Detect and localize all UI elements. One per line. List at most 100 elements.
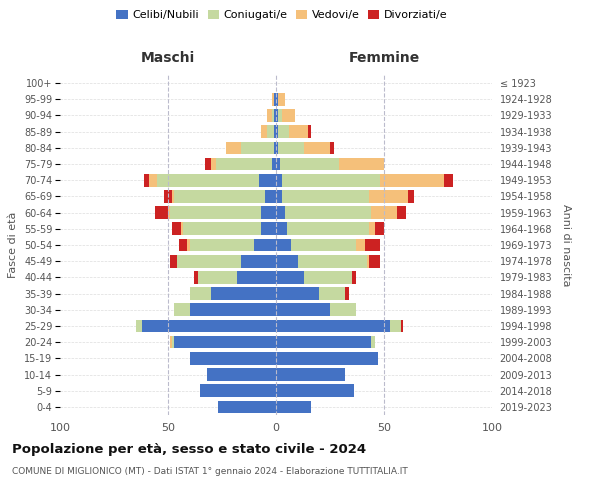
Bar [274, 142, 276, 154]
Text: Femmine: Femmine [349, 51, 419, 65]
Bar [397, 206, 406, 219]
Bar [181, 222, 183, 235]
Bar [408, 190, 414, 202]
Bar [276, 93, 278, 106]
Bar [276, 190, 283, 202]
Bar [319, 288, 345, 300]
Bar [276, 336, 371, 348]
Bar [170, 255, 176, 268]
Text: COMUNE DI MIGLIONICO (MT) - Dati ISTAT 1° gennaio 2024 - Elaborazione TUTTITALIA: COMUNE DI MIGLIONICO (MT) - Dati ISTAT 1… [12, 468, 408, 476]
Bar [369, 222, 376, 235]
Bar [254, 238, 276, 252]
Bar [376, 222, 384, 235]
Bar [274, 109, 276, 122]
Bar [268, 109, 272, 122]
Bar [278, 109, 283, 122]
Bar [176, 255, 241, 268]
Bar [276, 368, 345, 381]
Bar [276, 174, 283, 186]
Bar [276, 400, 311, 413]
Bar [276, 255, 298, 268]
Bar [149, 174, 157, 186]
Bar [276, 206, 284, 219]
Bar [241, 142, 274, 154]
Bar [172, 336, 175, 348]
Bar [172, 222, 181, 235]
Bar [330, 142, 334, 154]
Bar [175, 336, 276, 348]
Bar [276, 222, 287, 235]
Bar [198, 271, 237, 283]
Text: Maschi: Maschi [141, 51, 195, 65]
Bar [226, 142, 241, 154]
Bar [265, 190, 276, 202]
Bar [304, 142, 330, 154]
Bar [291, 238, 356, 252]
Bar [276, 126, 278, 138]
Bar [175, 304, 190, 316]
Bar [308, 126, 311, 138]
Bar [280, 158, 338, 170]
Y-axis label: Anni di nascita: Anni di nascita [561, 204, 571, 286]
Bar [272, 93, 274, 106]
Bar [278, 126, 289, 138]
Bar [276, 304, 330, 316]
Bar [287, 222, 369, 235]
Bar [298, 255, 367, 268]
Bar [276, 352, 377, 364]
Legend: Celibi/Nubili, Coniugati/e, Vedovi/e, Divorziati/e: Celibi/Nubili, Coniugati/e, Vedovi/e, Di… [112, 6, 452, 25]
Bar [170, 336, 172, 348]
Bar [284, 206, 371, 219]
Bar [183, 222, 261, 235]
Bar [157, 174, 259, 186]
Bar [272, 158, 276, 170]
Bar [190, 288, 211, 300]
Bar [283, 109, 295, 122]
Bar [278, 93, 284, 106]
Bar [371, 206, 397, 219]
Bar [272, 109, 274, 122]
Bar [205, 158, 211, 170]
Bar [215, 158, 272, 170]
Bar [175, 190, 265, 202]
Bar [283, 174, 380, 186]
Bar [268, 126, 274, 138]
Bar [276, 238, 291, 252]
Bar [261, 206, 276, 219]
Y-axis label: Fasce di età: Fasce di età [8, 212, 19, 278]
Bar [237, 271, 276, 283]
Bar [345, 288, 349, 300]
Bar [276, 288, 319, 300]
Bar [369, 190, 408, 202]
Bar [218, 400, 276, 413]
Bar [261, 222, 276, 235]
Bar [371, 336, 376, 348]
Bar [190, 238, 254, 252]
Bar [164, 190, 172, 202]
Bar [241, 255, 276, 268]
Bar [190, 352, 276, 364]
Bar [136, 320, 142, 332]
Bar [276, 271, 304, 283]
Bar [391, 320, 401, 332]
Bar [274, 93, 276, 106]
Bar [330, 304, 356, 316]
Bar [338, 158, 384, 170]
Bar [274, 126, 276, 138]
Bar [283, 190, 369, 202]
Bar [259, 174, 276, 186]
Bar [352, 271, 356, 283]
Bar [211, 158, 215, 170]
Bar [356, 238, 365, 252]
Bar [304, 271, 352, 283]
Bar [289, 126, 308, 138]
Text: Popolazione per età, sesso e stato civile - 2024: Popolazione per età, sesso e stato civil… [12, 442, 366, 456]
Bar [276, 142, 278, 154]
Bar [278, 142, 304, 154]
Bar [276, 109, 278, 122]
Bar [170, 206, 261, 219]
Bar [155, 206, 168, 219]
Bar [369, 255, 380, 268]
Bar [401, 320, 403, 332]
Bar [211, 288, 276, 300]
